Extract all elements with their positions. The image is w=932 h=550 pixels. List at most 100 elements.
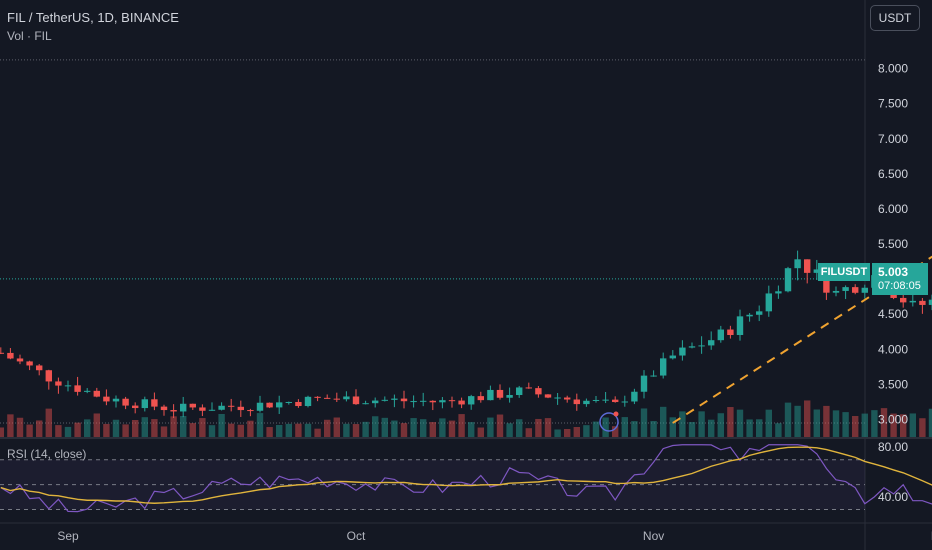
volume-bar bbox=[506, 423, 513, 437]
volume-bar bbox=[612, 426, 619, 437]
candle-body bbox=[218, 405, 225, 410]
candle-body bbox=[679, 347, 686, 356]
volume-bar bbox=[84, 419, 91, 437]
candle-body bbox=[756, 311, 763, 315]
volume-bar bbox=[276, 425, 283, 437]
last-price-tag: 5.003 07:08:05 bbox=[872, 263, 928, 295]
volume-bar bbox=[352, 424, 360, 437]
volume-label[interactable]: Vol · FIL bbox=[7, 29, 52, 43]
volume-bar bbox=[420, 419, 427, 437]
rsi-pane: 80.00 40.00 bbox=[0, 440, 932, 513]
candle-body bbox=[112, 398, 120, 402]
volume-bar bbox=[871, 410, 878, 437]
candles bbox=[0, 250, 932, 419]
volume-bar bbox=[909, 413, 916, 437]
volume-bar bbox=[189, 423, 196, 437]
volume-bar bbox=[295, 423, 302, 437]
volume-bar bbox=[228, 423, 235, 437]
candle-body bbox=[151, 399, 158, 407]
candle-body bbox=[420, 400, 427, 402]
candle-body bbox=[909, 300, 916, 303]
trendlines bbox=[672, 255, 932, 424]
candle-body bbox=[698, 345, 705, 347]
candle-body bbox=[487, 389, 494, 401]
candle-body bbox=[7, 352, 14, 359]
candle-body bbox=[900, 297, 907, 303]
volume-bar bbox=[0, 427, 4, 437]
candle-body bbox=[477, 396, 484, 401]
symbol-title[interactable]: FIL / TetherUS, 1D, BINANCE bbox=[7, 10, 179, 25]
volume-bar bbox=[583, 425, 590, 437]
candle-body bbox=[352, 396, 360, 405]
time-tick-label: Oct bbox=[347, 529, 366, 543]
candle-body bbox=[372, 400, 379, 404]
last-price: 5.003 bbox=[878, 265, 909, 279]
volume-bar bbox=[602, 417, 609, 437]
volume-bar bbox=[564, 428, 571, 437]
candle-body bbox=[554, 397, 561, 399]
volume-bar bbox=[842, 412, 849, 437]
candle-body bbox=[736, 316, 744, 336]
candle-body bbox=[84, 390, 91, 392]
candle-body bbox=[765, 293, 772, 312]
candle-body bbox=[36, 365, 43, 371]
volume-bar bbox=[7, 414, 14, 437]
symbol-tag: FILUSDT bbox=[818, 263, 870, 281]
candle-body bbox=[669, 355, 676, 359]
volume-bar bbox=[266, 427, 273, 437]
volume-bar bbox=[256, 413, 264, 437]
volume-bar bbox=[237, 424, 244, 437]
candle-body bbox=[362, 403, 369, 405]
candle-body bbox=[813, 269, 820, 273]
candle-body bbox=[429, 400, 436, 403]
volume-bar bbox=[74, 422, 81, 437]
volume-bar bbox=[285, 423, 292, 437]
volume-bar bbox=[122, 424, 129, 437]
candle-body bbox=[784, 268, 792, 292]
candle-body bbox=[448, 400, 456, 402]
candle-body bbox=[170, 410, 177, 412]
volume-bar bbox=[496, 414, 504, 437]
candle-body bbox=[592, 399, 600, 401]
currency-button[interactable]: USDT bbox=[870, 5, 920, 31]
time-axis: SepOctNovDec2024FebMarApr bbox=[57, 529, 932, 543]
rsi-tick-label: 40.00 bbox=[878, 490, 908, 504]
candle-body bbox=[650, 375, 657, 377]
candle-body bbox=[525, 387, 532, 389]
volume-bar bbox=[45, 408, 52, 437]
volume-bar bbox=[468, 422, 475, 437]
volume-bar bbox=[180, 415, 187, 437]
volume-bar bbox=[151, 419, 158, 437]
candle-body bbox=[45, 370, 52, 382]
volume-bar bbox=[362, 421, 369, 437]
volume-bar bbox=[688, 422, 696, 437]
price-tick-label: 4.000 bbox=[878, 342, 908, 356]
candle-body bbox=[708, 340, 715, 346]
candle-body bbox=[640, 375, 648, 392]
volume-bar bbox=[852, 416, 859, 437]
volume-bar bbox=[900, 414, 907, 437]
rsi-label[interactable]: RSI (14, close) bbox=[7, 447, 87, 461]
candle-body bbox=[189, 403, 196, 408]
price-tick-label: 6.000 bbox=[878, 202, 908, 216]
price-tick-label: 7.500 bbox=[878, 97, 908, 111]
volume-bar bbox=[640, 408, 648, 437]
rsi-tick-label: 80.00 bbox=[878, 440, 908, 454]
volume-bar bbox=[669, 417, 676, 437]
volume-bar bbox=[487, 417, 494, 437]
volume-bar bbox=[861, 413, 868, 437]
volume-bar bbox=[516, 419, 523, 437]
price-tick-label: 8.000 bbox=[878, 62, 908, 76]
candle-body bbox=[55, 381, 62, 386]
volume-bar bbox=[391, 420, 398, 437]
candle-body bbox=[717, 329, 724, 341]
candle-body bbox=[496, 389, 504, 398]
candle-body bbox=[391, 398, 398, 400]
volume-bar bbox=[400, 423, 408, 437]
volume-bar bbox=[736, 409, 744, 437]
volume-bar bbox=[813, 409, 820, 437]
volume-bar bbox=[477, 427, 484, 437]
